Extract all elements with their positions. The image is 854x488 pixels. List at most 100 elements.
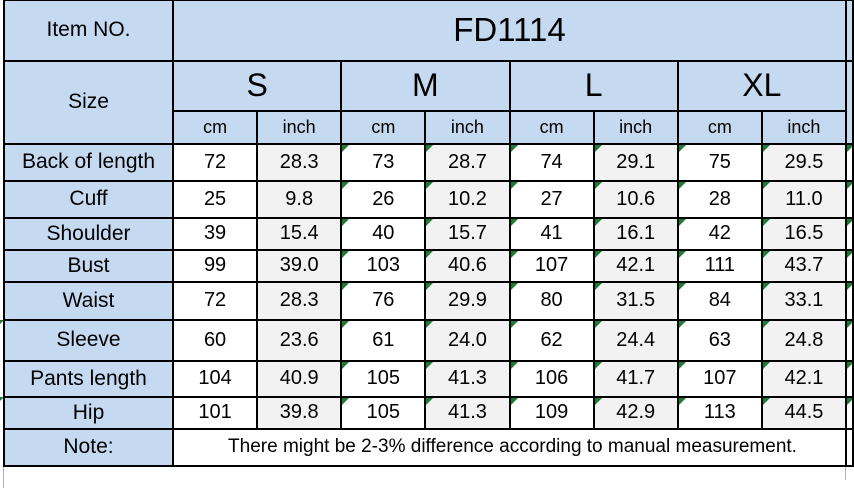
error-indicator-icon	[511, 283, 518, 290]
table-row: Back of length 72 28.3 73 28.7 74 29.1 7…	[3, 142, 854, 182]
item-no-header-cell: Item NO.	[3, 0, 174, 62]
error-indicator-icon	[679, 398, 686, 405]
error-indicator-icon	[848, 182, 851, 189]
row-label-cell: Cuff	[3, 179, 174, 219]
cutoff-column-header-sliver	[845, 0, 854, 62]
gridline	[845, 467, 846, 480]
error-indicator-icon	[511, 321, 518, 328]
size-col-l: L	[508, 59, 679, 112]
size-header-label: Size	[68, 90, 109, 113]
row-label: Hip	[72, 400, 105, 424]
error-indicator-icon	[595, 283, 602, 290]
measurement-cell: 10.2	[424, 179, 511, 219]
error-indicator-icon	[343, 283, 350, 290]
size-col-s: S	[171, 59, 343, 112]
error-indicator-icon	[763, 219, 770, 226]
measurement-cell: 63	[676, 318, 763, 362]
row-label: Shoulder	[46, 221, 131, 245]
cutoff-column-sliver	[845, 359, 854, 398]
cutoff-column-sliver	[845, 142, 854, 182]
measurement-cell: 43.7	[760, 248, 848, 283]
error-indicator-icon	[595, 321, 602, 328]
cutoff-column-sliver	[845, 216, 854, 251]
unit-cell-inch: inch	[424, 109, 511, 145]
error-indicator-icon	[595, 398, 602, 405]
error-indicator-icon	[427, 251, 434, 258]
measurement-cell: 107	[676, 359, 763, 398]
error-indicator-icon	[343, 182, 350, 189]
error-indicator-icon	[427, 398, 434, 405]
error-indicator-icon	[848, 398, 851, 405]
measurement-cell: 109	[508, 395, 595, 430]
error-indicator-icon	[763, 251, 770, 258]
unit-cell-cm: cm	[508, 109, 595, 145]
table-row: Waist 72 28.3 76 29.9 80 31.5 84 33.1	[3, 280, 854, 321]
error-indicator-icon	[763, 321, 770, 328]
error-indicator-icon	[679, 251, 686, 258]
table-row: Pants length 104 40.9 105 41.3 106 41.7 …	[3, 359, 854, 398]
measurement-cell: 111	[676, 248, 763, 283]
error-indicator-icon	[511, 182, 518, 189]
error-indicator-icon	[343, 219, 350, 226]
table-row: Hip 101 39.8 105 41.3 109 42.9 113 44.5	[3, 395, 854, 430]
error-indicator-icon	[679, 182, 686, 189]
measurement-cell: 41.3	[424, 395, 511, 430]
measurement-cell: 28	[676, 179, 763, 219]
item-no-label: Item NO.	[46, 18, 131, 42]
measurement-cell: 105	[340, 395, 427, 430]
measurement-cell: 27	[508, 179, 595, 219]
cutoff-column-header-sliver	[845, 59, 854, 145]
measurement-cell: 106	[508, 359, 595, 398]
cutoff-column-sliver	[845, 248, 854, 283]
size-chart-table: Item NO. FD1114 Size S M L	[3, 0, 854, 467]
table-row: Cuff 25 9.8 26 10.2 27 10.6 28 11.0	[3, 179, 854, 219]
error-indicator-icon	[0, 397, 3, 405]
error-indicator-icon	[427, 362, 434, 369]
unit-cell-inch: inch	[760, 109, 848, 145]
cutoff-column-sliver	[845, 179, 854, 219]
measurement-cell: 60	[171, 318, 259, 362]
measurement-cell: 15.4	[256, 216, 343, 251]
measurement-cell: 29.5	[760, 142, 848, 182]
cutoff-column-sliver	[845, 427, 854, 467]
error-indicator-icon	[848, 145, 851, 152]
row-label: Sleeve	[56, 328, 121, 351]
row-label-cell: Hip	[3, 395, 174, 430]
measurement-cell: 42.1	[760, 359, 848, 398]
error-indicator-icon	[427, 182, 434, 189]
measurement-cell: 113	[676, 395, 763, 430]
measurement-rows: Back of length 72 28.3 73 28.7 74 29.1 7…	[3, 142, 854, 430]
note-text-cell: There might be 2-3% difference according…	[172, 427, 847, 467]
size-letter-l: L	[584, 67, 603, 103]
error-indicator-icon	[763, 283, 770, 290]
error-indicator-icon	[848, 251, 851, 258]
row-label-cell: Sleeve	[3, 318, 174, 362]
error-indicator-icon	[343, 145, 350, 152]
gridline	[3, 467, 4, 488]
size-letter-row: Size S M L XL	[3, 59, 854, 145]
measurement-cell: 33.1	[760, 280, 848, 321]
row-label: Waist	[62, 288, 115, 312]
measurement-cell: 39.8	[256, 395, 343, 430]
measurement-cell: 24.4	[592, 318, 679, 362]
error-indicator-icon	[763, 398, 770, 405]
measurement-cell: 62	[508, 318, 595, 362]
error-indicator-icon	[848, 362, 851, 369]
error-indicator-icon	[679, 145, 686, 152]
row-label-cell: Back of length	[3, 142, 174, 182]
error-indicator-icon	[595, 362, 602, 369]
note-header-cell: Note:	[3, 427, 174, 467]
row-label-cell: Pants length	[3, 359, 174, 398]
error-indicator-icon	[595, 182, 602, 189]
error-indicator-icon	[343, 362, 350, 369]
error-indicator-icon	[427, 283, 434, 290]
row-label-cell: Shoulder	[3, 216, 174, 251]
unit-cell-cm: cm	[340, 109, 427, 145]
measurement-cell: 42	[676, 216, 763, 251]
table-row: Bust 99 39.0 103 40.6 107 42.1 111 43.7	[3, 248, 854, 283]
row-label-cell: Waist	[3, 280, 174, 321]
measurement-cell: 72	[171, 280, 259, 321]
cutoff-column-sliver	[845, 318, 854, 362]
row-label: Back of length	[21, 150, 156, 173]
